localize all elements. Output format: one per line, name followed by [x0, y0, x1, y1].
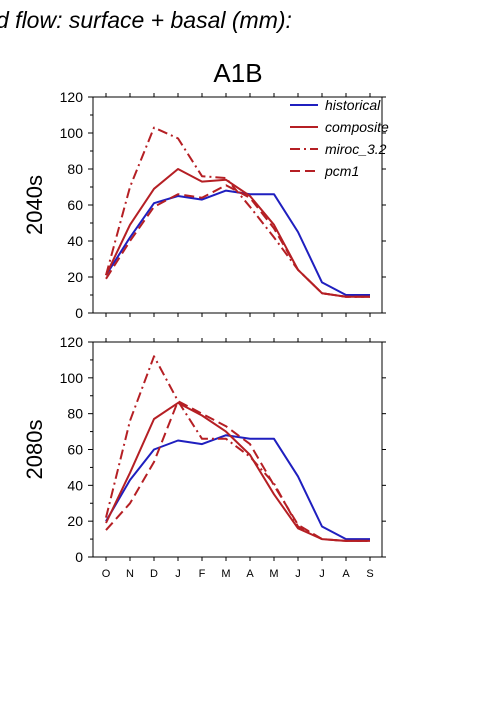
y-tick-label: 120 — [60, 89, 84, 105]
x-tick-label: M — [269, 568, 278, 580]
row-label: 2080s — [22, 420, 47, 480]
row-label: 2040s — [22, 175, 47, 235]
x-tick-label: O — [102, 568, 111, 580]
panel-2040s: 0 20 40 60 80 100 120 2040s historical composite m… — [22, 89, 389, 321]
y-tick-label: 60 — [67, 197, 83, 213]
y-tick-label: 40 — [67, 477, 83, 493]
y-tick-label: 80 — [67, 161, 83, 177]
series-composite — [105, 168, 370, 298]
y-tick-label: 0 — [75, 305, 83, 321]
legend-label-pcm1: pcm1 — [324, 163, 359, 179]
y-tick-label: 120 — [60, 334, 84, 350]
y-tick-label: 100 — [60, 370, 84, 386]
y-tick-label: 100 — [60, 125, 84, 141]
legend-label-miroc_3.2: miroc_3.2 — [325, 141, 387, 157]
series-miroc_3.2 — [105, 355, 370, 542]
series-historical — [105, 434, 370, 541]
plots-group: 0 20 40 60 80 100 120 2040s historical composite m… — [22, 89, 389, 580]
chart-heading: d flow: surface + basal (mm): — [0, 7, 292, 33]
legend-label-composite: composite — [325, 119, 389, 135]
x-tick-label: D — [150, 568, 158, 580]
plot-frame — [92, 341, 383, 558]
panel-2080s: 0 20 40 60 80 100 120 O N D J F M A M J J A S 2080s — [22, 334, 386, 580]
x-tick-label: J — [175, 568, 181, 580]
x-tick-label: N — [126, 568, 134, 580]
series-pcm1 — [105, 400, 370, 542]
series-composite — [105, 401, 370, 542]
x-tick-label: M — [221, 568, 230, 580]
y-tick-label: 60 — [67, 442, 83, 458]
x-tick-label: J — [319, 568, 325, 580]
y-tick-label: 20 — [67, 513, 83, 529]
series-historical — [105, 189, 370, 296]
series-pcm1 — [105, 184, 370, 298]
x-tick-label: A — [342, 568, 350, 580]
y-tick-label: 0 — [75, 549, 83, 565]
y-tick-label: 40 — [67, 233, 83, 249]
y-tick-label: 20 — [67, 269, 83, 285]
legend-label-historical: historical — [325, 97, 381, 113]
x-tick-label: S — [366, 568, 373, 580]
x-tick-label: J — [295, 568, 301, 580]
scenario-title: A1B — [213, 58, 262, 88]
x-tick-label: F — [199, 568, 206, 580]
y-tick-label: 80 — [67, 406, 83, 422]
x-tick-label: A — [246, 568, 254, 580]
